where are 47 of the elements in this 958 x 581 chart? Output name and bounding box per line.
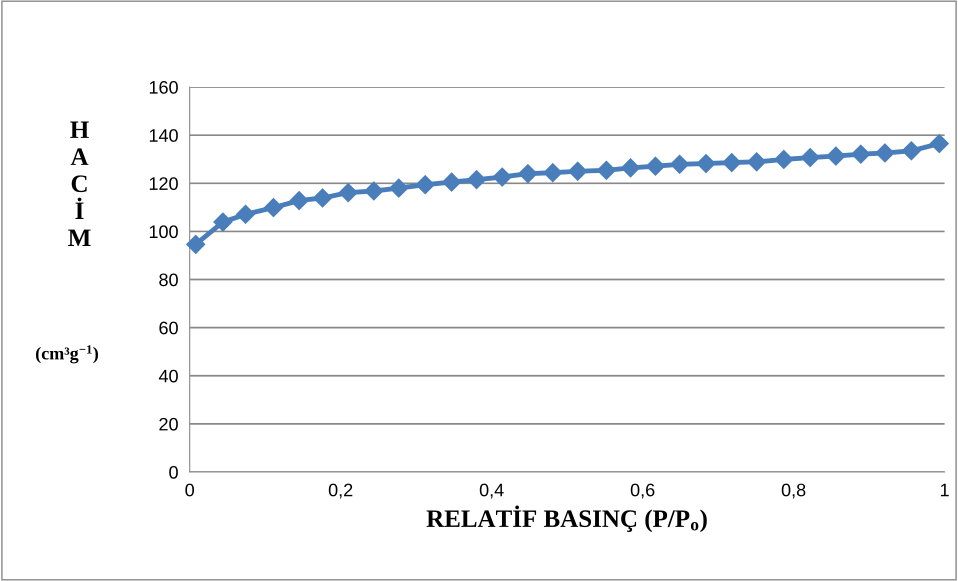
point <box>646 156 665 176</box>
point <box>467 170 486 190</box>
y-tick-label: 40 <box>158 370 178 382</box>
point <box>389 178 408 198</box>
point <box>492 167 512 187</box>
point <box>930 134 949 154</box>
x-tick-label: 1 <box>940 484 949 496</box>
point <box>568 162 588 181</box>
point <box>800 148 820 168</box>
x-tick-label: 0,4 <box>480 484 504 499</box>
point <box>774 150 794 169</box>
x-tick-label: 0,2 <box>328 484 352 499</box>
point <box>747 152 766 172</box>
point <box>290 191 309 210</box>
point <box>543 163 562 182</box>
y-tick-label: 100 <box>150 225 178 238</box>
x-tick-label: 0,8 <box>782 484 806 499</box>
point <box>442 172 462 192</box>
point <box>851 144 870 164</box>
y-tick-label: 0 <box>169 466 178 479</box>
point <box>518 164 538 184</box>
point <box>596 160 616 180</box>
text: HACİM (cm³g$^{−1}$) <box>36 122 98 364</box>
y-tick-label: 140 <box>150 129 178 142</box>
y-tick-label: 60 <box>159 322 178 334</box>
point <box>875 143 894 162</box>
y-tick-label: 80 <box>159 273 178 286</box>
point <box>621 158 640 178</box>
point <box>670 154 690 174</box>
y-tick-label: 160 <box>150 80 178 94</box>
point <box>213 212 232 232</box>
point <box>826 146 846 166</box>
y-tick-label: 20 <box>159 418 178 431</box>
point <box>186 234 206 254</box>
x-tick-label: 0 <box>185 484 194 496</box>
point <box>696 154 716 174</box>
point <box>338 183 358 202</box>
point <box>264 198 284 218</box>
point <box>416 175 435 194</box>
x-tick-label: 0,6 <box>630 484 654 499</box>
point <box>902 141 921 160</box>
point <box>236 204 256 224</box>
point <box>364 181 384 201</box>
y-tick-label: 120 <box>150 177 178 190</box>
point <box>722 153 742 172</box>
x-axis-title: RELATİF BASINÇ (P/P$_{o}$) <box>426 506 707 532</box>
point <box>313 188 332 208</box>
